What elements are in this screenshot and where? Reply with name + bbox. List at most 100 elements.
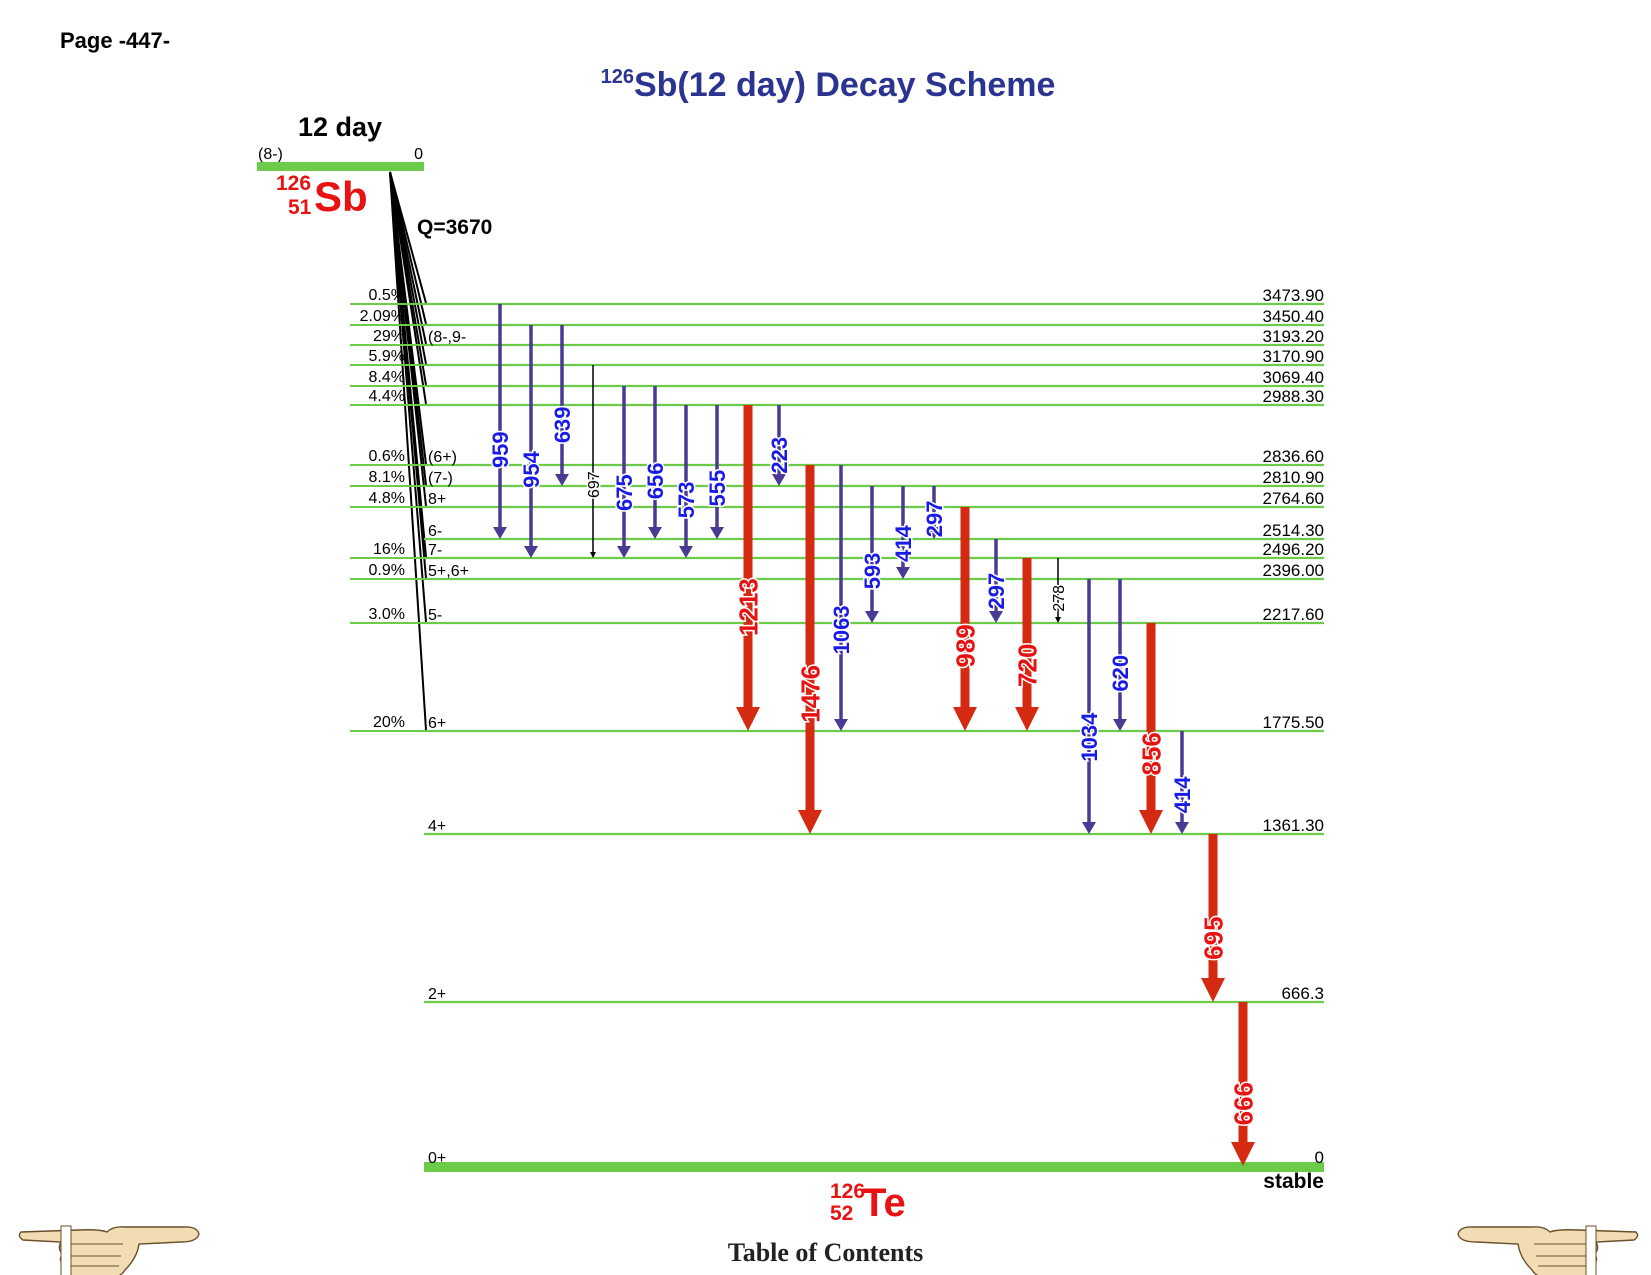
title-text: Sb(12 day) Decay Scheme [634, 66, 1055, 104]
beta-feed-label: 0.5% [369, 287, 405, 304]
level-spin-label: 8+ [428, 491, 446, 508]
gamma-energy-label: 414 [1170, 776, 1195, 813]
q-value: Q=3670 [417, 216, 492, 239]
gamma-989: 989 [949, 507, 982, 731]
gamma-arrow-shaft [960, 507, 970, 707]
level-spin-label: 2+ [428, 986, 446, 1003]
gamma-arrow-head [772, 474, 786, 486]
gamma-arrow-head [617, 546, 631, 558]
beta-feed-label: 16% [373, 541, 405, 558]
gamma-695: 695 [1197, 834, 1230, 1002]
level-energy-label: 2836.60 [1263, 447, 1324, 466]
beta-feed-label: 4.4% [369, 388, 405, 405]
gamma-arrow-head [798, 810, 822, 834]
parent-mass: 126 [276, 172, 311, 195]
beta-feed-label: 0.6% [369, 448, 405, 465]
level-spin-label: 4+ [428, 818, 446, 835]
gamma-energy-label: 1213 [733, 578, 763, 636]
gamma-energy-label: 720 [1012, 644, 1042, 687]
level-spin-label: 6- [428, 523, 442, 540]
gamma-720: 720 [1011, 558, 1044, 731]
beta-feed-label: 5.9% [369, 348, 405, 365]
gamma-arrow-head [493, 527, 507, 539]
daughter-symbol: Te [862, 1181, 906, 1225]
gamma-energy-label: 278 [1051, 585, 1068, 612]
level-energy-label: 2810.90 [1263, 468, 1324, 487]
title: 126Sb(12 day) Decay Scheme [601, 66, 1056, 104]
gamma-675: 675 [610, 386, 638, 558]
parent-halflife: 12 day [298, 112, 382, 142]
gamma-414: 414 [889, 486, 917, 579]
gamma-energy-label: 593 [860, 553, 885, 590]
gamma-energy-label: 1034 [1077, 712, 1102, 762]
gamma-energy-label: 1063 [829, 605, 854, 654]
parent-symbol: Sb [314, 173, 368, 220]
level-energy-label: 2988.30 [1263, 387, 1324, 406]
level-energy-label: 2396.00 [1263, 561, 1324, 580]
gamma-energy-label: 414 [891, 525, 916, 562]
gamma-arrow-head [1082, 822, 1096, 834]
gamma-297: 297 [982, 539, 1010, 623]
gamma-arrow-head [1175, 822, 1189, 834]
gamma-arrow-head [590, 552, 596, 558]
level-energy-label: 3193.20 [1263, 327, 1324, 346]
gamma-energy-label: 620 [1108, 655, 1133, 692]
level-energy-label: 3069.40 [1263, 368, 1324, 387]
level-energy-label: 1775.50 [1263, 713, 1324, 732]
beta-feed-label: 3.0% [369, 606, 405, 623]
level-line-0 [424, 1162, 1324, 1172]
beta-feed-label: 29% [373, 328, 405, 345]
gamma-arrow-head [736, 707, 760, 731]
level-spin-label: (7-) [428, 470, 453, 487]
gamma-energy-label: 555 [705, 470, 730, 507]
gamma-energy-label: 639 [550, 406, 575, 443]
level-spin-label: 0+ [428, 1150, 446, 1167]
gamma-energy-label: 573 [674, 482, 699, 519]
daughter-z: 52 [830, 1202, 853, 1225]
beta-feed-label: 0.9% [369, 562, 405, 579]
gamma-arrow-head [679, 546, 693, 558]
gamma-297: 297 [920, 486, 948, 539]
gamma-arrow-head [927, 527, 941, 539]
gamma-414: 414 [1168, 731, 1196, 834]
gamma-arrow-shaft [1238, 1002, 1248, 1142]
level-energy-label: 3170.90 [1263, 347, 1324, 366]
level-spin-label: (8-,9- [428, 329, 466, 346]
title-mass: 126 [601, 66, 634, 88]
gamma-620: 620 [1106, 579, 1134, 731]
beta-feed-label: 4.8% [369, 490, 405, 507]
gamma-arrow-shaft [1022, 558, 1032, 707]
level-labels: 3473.90 0.5% 3450.40 2.09% 3193.20 (8-,9- 29% 3… [360, 286, 1324, 1167]
beta-feed-label: 2.09% [360, 308, 405, 325]
level-spin-label: (6+) [428, 449, 457, 466]
level-energy-label: 2514.30 [1263, 521, 1324, 540]
gamma-arrow-head [1231, 1142, 1255, 1166]
level-spin-label: 6+ [428, 715, 446, 732]
gamma-arrow-head [834, 719, 848, 731]
gamma-energy-label: 666 [1228, 1082, 1258, 1125]
daughter-mass: 126 [830, 1180, 865, 1203]
gamma-593: 593 [858, 486, 886, 623]
gamma-959: 959 [486, 304, 514, 539]
level-energy-label: 3473.90 [1263, 286, 1324, 305]
daughter-stable-label: stable [1263, 1170, 1324, 1193]
gamma-energy-label: 989 [950, 624, 980, 667]
table-of-contents-link[interactable]: Table of Contents [727, 1238, 924, 1267]
gamma-arrow-head [953, 707, 977, 731]
gamma-arrow-head [710, 527, 724, 539]
level-energy-label: 2217.60 [1263, 605, 1324, 624]
gamma-arrow-shaft [805, 465, 815, 810]
beta-feed-line [389, 171, 427, 731]
gamma-arrow-head [1139, 810, 1163, 834]
gamma-1476: 1476 [794, 465, 827, 834]
gamma-energy-label: 223 [767, 437, 792, 474]
level-energy-label: 1361.30 [1263, 816, 1324, 835]
level-spin-label: 5+,6+ [428, 563, 469, 580]
gamma-energy-label: 856 [1136, 732, 1166, 775]
gamma-223: 223 [765, 405, 793, 486]
gamma-697: 697 [584, 365, 604, 558]
gamma-1213: 1213 [732, 405, 765, 731]
gamma-energy-label: 695 [1198, 916, 1228, 959]
